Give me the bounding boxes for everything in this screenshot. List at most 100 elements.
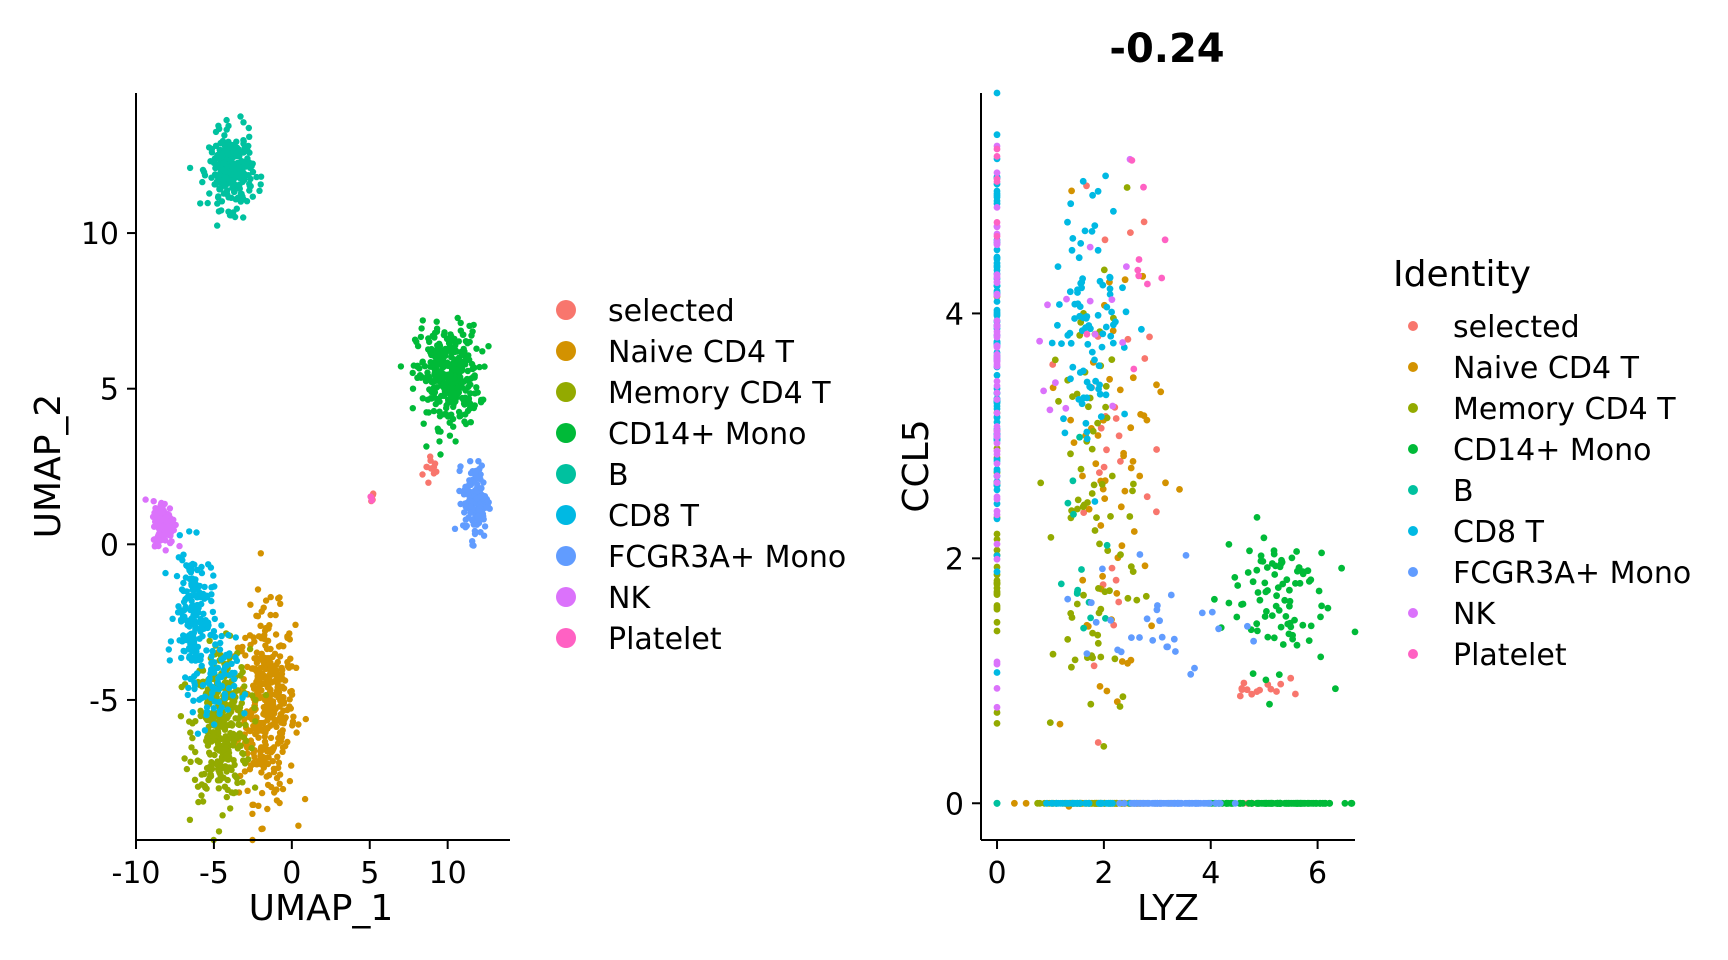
- data-point: [1094, 432, 1102, 439]
- data-point: [993, 720, 1001, 727]
- data-point: [1085, 403, 1092, 411]
- data-point: [1096, 799, 1104, 807]
- data-point: [261, 627, 269, 634]
- data-point: [240, 137, 247, 144]
- data-point: [157, 504, 165, 512]
- data-point: [164, 527, 172, 535]
- data-point: [1297, 799, 1305, 807]
- data-point: [422, 377, 430, 385]
- data-point: [211, 659, 218, 666]
- data-point: [1249, 578, 1257, 586]
- data-point: [208, 597, 215, 605]
- data-point: [1088, 445, 1096, 453]
- data-point: [993, 433, 1001, 440]
- data-point: [993, 323, 1001, 331]
- data-point: [437, 451, 444, 458]
- data-point: [1107, 513, 1114, 520]
- legend-label: Memory CD4 T: [608, 376, 831, 411]
- data-point: [158, 509, 165, 516]
- data-point: [215, 785, 222, 792]
- umap-series-cd14-mono: [397, 314, 492, 458]
- data-point: [178, 654, 185, 662]
- data-point: [240, 734, 248, 741]
- data-point: [1088, 348, 1096, 356]
- data-point: [430, 384, 438, 391]
- umap-legend: selected Naive CD4 T Memory CD4 T CD14+ Mon…: [556, 294, 846, 657]
- data-point: [1086, 297, 1094, 305]
- data-point: [258, 789, 266, 797]
- feature-scatter-x-axis-title: LYZ: [1137, 888, 1199, 929]
- data-point: [993, 563, 1001, 571]
- data-point: [257, 550, 264, 557]
- data-point: [225, 194, 232, 201]
- data-point: [414, 342, 422, 350]
- data-point: [1211, 595, 1218, 603]
- data-point: [1273, 592, 1280, 600]
- data-point: [267, 593, 274, 601]
- data-point: [1088, 490, 1096, 497]
- data-point: [223, 662, 231, 669]
- data-point: [1094, 639, 1102, 647]
- data-point: [1064, 331, 1072, 339]
- data-point: [409, 385, 417, 392]
- data-point: [265, 772, 273, 779]
- data-point: [1223, 799, 1230, 807]
- data-point: [1097, 653, 1105, 661]
- data-point: [1341, 799, 1349, 807]
- data-point: [290, 713, 297, 720]
- data-point: [462, 338, 470, 345]
- umap-panel: -10 -5 0 5 10 -5 0 5 10 UMAP_1 UMAP_2 selected N…: [28, 93, 846, 929]
- data-point: [222, 737, 229, 745]
- data-point: [165, 646, 172, 653]
- legend-swatch: [1408, 649, 1418, 659]
- data-point: [201, 595, 208, 602]
- data-point: [1096, 469, 1103, 476]
- data-point: [197, 652, 205, 659]
- data-point: [302, 715, 309, 723]
- data-point: [215, 208, 223, 215]
- data-point: [1124, 594, 1132, 602]
- data-point: [993, 555, 1001, 563]
- data-point: [1074, 586, 1082, 594]
- data-point: [993, 273, 1001, 281]
- data-point: [1097, 605, 1105, 613]
- data-point: [229, 692, 236, 699]
- data-point: [208, 765, 216, 773]
- data-point: [1074, 496, 1082, 504]
- data-point: [232, 148, 240, 155]
- data-point: [1091, 330, 1099, 338]
- data-point: [241, 683, 248, 690]
- umap-legend-item: selected: [556, 294, 735, 329]
- umap-x-tick-label: -10: [112, 856, 161, 891]
- data-point: [1138, 325, 1145, 333]
- legend-swatch: [1408, 608, 1418, 618]
- data-point: [1268, 612, 1276, 619]
- data-point: [1291, 616, 1298, 624]
- legend-swatch: [556, 587, 576, 607]
- data-point: [1292, 690, 1299, 698]
- data-point: [1130, 480, 1137, 488]
- data-point: [1256, 686, 1263, 694]
- data-point: [1079, 472, 1086, 480]
- data-point: [1091, 356, 1098, 364]
- data-point: [1162, 479, 1169, 487]
- data-point: [460, 400, 468, 407]
- data-point: [214, 664, 222, 672]
- data-point: [241, 173, 248, 180]
- data-point: [1236, 692, 1244, 700]
- data-point: [272, 611, 279, 619]
- data-point: [458, 350, 466, 358]
- data-point: [185, 563, 192, 571]
- data-point: [1076, 433, 1083, 441]
- data-point: [1164, 643, 1171, 651]
- data-point: [425, 346, 432, 353]
- data-point: [437, 357, 444, 364]
- data-point: [241, 710, 248, 717]
- data-point: [230, 682, 238, 690]
- feature-scatter-y-axis-title: CCL5: [896, 419, 937, 512]
- data-point: [268, 697, 275, 705]
- data-point: [191, 673, 198, 680]
- data-point: [993, 409, 1001, 417]
- data-point: [277, 711, 285, 718]
- data-point: [458, 394, 466, 402]
